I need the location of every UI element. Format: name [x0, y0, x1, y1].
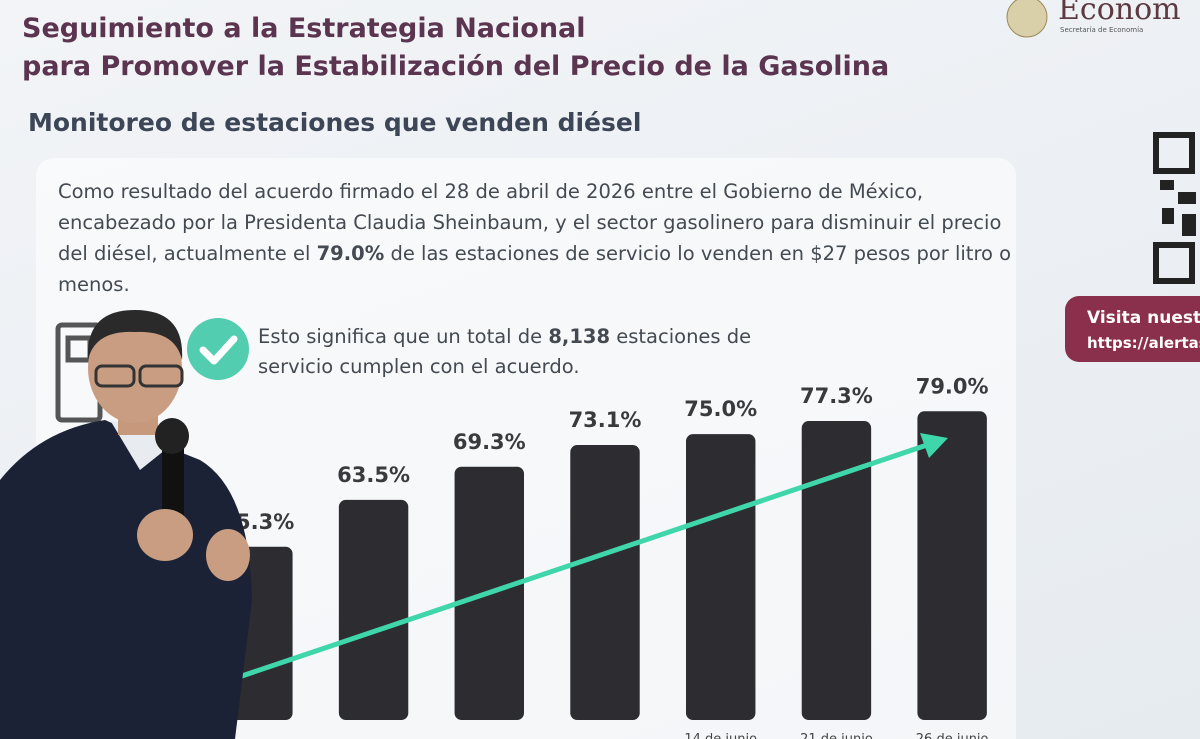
value-label: 77.3%	[800, 384, 873, 408]
text: estaciones de servicio cumplen con el ac…	[258, 325, 752, 378]
banner-line: https://alertas	[1087, 334, 1200, 352]
paragraph: Como resultado del acuerdo firmado el 28…	[58, 176, 1018, 300]
slide-subtitle: Monitoreo de estaciones que venden diése…	[28, 108, 642, 137]
title-line: Seguimiento a la Estrategia Nacional	[22, 13, 586, 44]
text: Esto significa que un total de	[258, 325, 549, 348]
logo-emblem	[1006, 0, 1048, 38]
bar	[570, 445, 640, 720]
x-tick-label: 26 de junio	[916, 732, 989, 739]
text: Como resultado del acuerdo firmado el 28…	[58, 180, 1002, 265]
value-label: 75.0%	[684, 397, 757, 421]
value-label: 73.1%	[569, 408, 642, 432]
note: Esto significa que un total de 8,138 est…	[258, 322, 758, 382]
logo-caption: Secretaría de Economía	[1060, 26, 1144, 34]
bar	[801, 421, 872, 720]
trend-arrow	[229, 441, 931, 683]
value-label: 69.3%	[453, 430, 526, 454]
x-tick-label: 21 de junio	[800, 732, 873, 739]
trend-arrowhead	[920, 433, 948, 458]
check-icon	[187, 318, 249, 380]
x-tick-label: 14 de junio	[684, 732, 757, 739]
bar	[917, 411, 987, 720]
side-banner: Visita nuest https://alertas	[1065, 296, 1200, 362]
logo-text: Econom	[1058, 0, 1181, 27]
title-line: para Promover la Estabilización del Prec…	[22, 51, 890, 82]
text: de las estaciones de servicio lo venden …	[58, 242, 1012, 296]
speaker	[0, 310, 252, 739]
highlight: 8,138	[548, 325, 611, 348]
bar	[686, 434, 756, 720]
value-label: 63.5%	[337, 463, 410, 487]
slide-title: Seguimiento a la Estrategia Nacional par…	[22, 10, 889, 86]
bar	[338, 499, 409, 720]
qr-code	[1153, 132, 1196, 284]
banner-line: Visita nuest	[1087, 308, 1200, 328]
highlight: 79.0%	[316, 242, 385, 265]
value-label: 79.0%	[916, 374, 989, 398]
